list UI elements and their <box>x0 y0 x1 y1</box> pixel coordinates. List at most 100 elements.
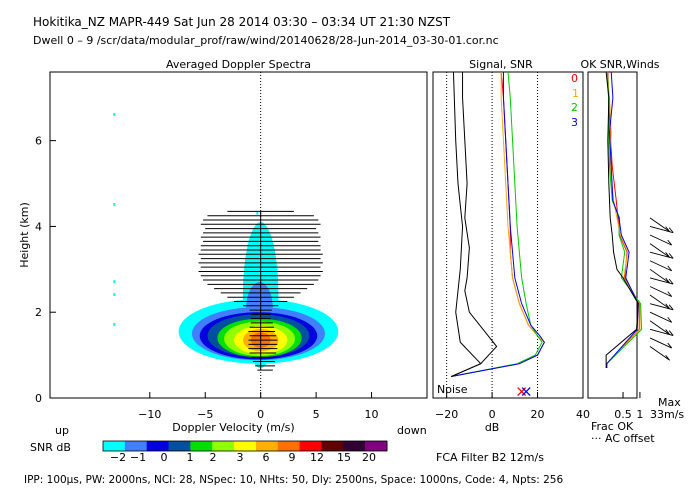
footer-fca: FCA Filter B2 12m/s <box>436 451 544 464</box>
colorbar-tick-label: −2 <box>110 451 126 464</box>
signal-marker-1 <box>521 387 531 397</box>
colorbar-swatch <box>365 441 388 451</box>
ok-title: OK SNR,Winds <box>580 58 659 71</box>
signal-title: Signal, SNR <box>469 58 533 71</box>
noise-label: Noise <box>437 383 468 396</box>
wind-barb <box>649 328 674 337</box>
x-tick-label: −5 <box>197 408 213 421</box>
signal-series-3 <box>451 72 545 378</box>
x-axis-label: Doppler Velocity (m/s) <box>172 421 294 434</box>
snr-speck-4 <box>113 323 116 327</box>
wind-barb <box>649 303 674 311</box>
wind-barb <box>649 277 674 285</box>
wind-barb <box>649 268 671 284</box>
wind-barb <box>649 286 673 298</box>
colorbar-tick-label: 9 <box>289 451 296 464</box>
colorbar-swatch <box>103 441 126 451</box>
ok-series-3 <box>606 71 639 368</box>
signal-x-axis-label: dB <box>485 421 500 434</box>
colorbar-tick-label: 15 <box>337 451 351 464</box>
wind-barb <box>649 251 674 259</box>
snr-speck-0 <box>113 112 116 116</box>
wind-barb <box>649 337 673 349</box>
colorbar-label: SNR dB <box>30 441 71 454</box>
ok-legend-3: 3 <box>571 116 578 129</box>
wind-barb <box>649 311 673 323</box>
signal-x-tick-label: 0 <box>489 408 496 421</box>
y-axis-label: Height (km) <box>18 202 31 268</box>
colorbar-swatch <box>190 441 213 451</box>
colorbar-tick-label: −1 <box>130 451 146 464</box>
y-tick-label: 0 <box>35 392 42 405</box>
snr-speck-3 <box>113 293 116 297</box>
ok-series-snr <box>605 71 639 368</box>
ok-legend-2: 2 <box>571 101 578 114</box>
ok-legend-0: 0 <box>571 72 578 85</box>
ok-legend-1: 1 <box>572 87 579 100</box>
ok-frame <box>587 71 638 399</box>
x-tick-label: 10 <box>365 408 379 421</box>
x-tick-label: −10 <box>138 408 161 421</box>
x-tick-label: 5 <box>313 408 320 421</box>
snr-speck-1 <box>113 202 116 206</box>
colorbar-swatch <box>255 441 279 451</box>
down-label: down <box>397 424 427 437</box>
colorbar-tick-label: 6 <box>263 451 270 464</box>
colorbar-swatch <box>212 441 235 451</box>
wind-barb <box>649 234 673 246</box>
signal-series-1 <box>451 72 545 378</box>
colorbar-swatch <box>124 441 148 451</box>
colorbar-tick-label: 12 <box>310 451 324 464</box>
colorbar-tick-label: 0 <box>161 451 168 464</box>
colorbar-frame <box>102 440 388 452</box>
wind-barb <box>649 243 671 258</box>
colorbar-swatch <box>343 441 366 451</box>
colorbar-swatch <box>168 441 191 451</box>
signal-x-tick-label: 20 <box>531 408 545 421</box>
snr-speck-5 <box>256 211 259 215</box>
wind-barb <box>649 346 671 361</box>
max-label: Max <box>658 396 681 409</box>
signal-series-noise <box>450 72 498 378</box>
colorbar-swatch <box>277 441 301 451</box>
signal-series-2 <box>451 71 543 378</box>
x-tick-label: 0 <box>257 408 264 421</box>
y-tick-label: 4 <box>35 220 42 233</box>
y-tick-label: 6 <box>35 135 42 148</box>
colorbar-swatch <box>321 441 344 451</box>
snr-speck-2 <box>113 280 116 284</box>
footer-params: IPP: 100μs, PW: 2000ns, NCI: 28, NSpec: … <box>24 474 564 486</box>
ok-series-0 <box>606 71 640 368</box>
colorbar-swatch <box>146 441 170 451</box>
ok-x-axis-label: Frac OK <box>591 420 634 433</box>
spectra-frame <box>49 71 428 399</box>
header-line-2: Dwell 0 – 9 /scr/data/modular_prof/raw/w… <box>33 34 499 47</box>
signal-marker-0 <box>517 387 527 397</box>
wind-barb <box>649 320 671 335</box>
colorbar-tick-label: 3 <box>237 451 244 464</box>
ok-x-tick-label: 1 <box>636 408 643 421</box>
wind-barb <box>649 217 671 232</box>
signal-series-0 <box>451 71 545 378</box>
colorbar-tick-label: 2 <box>210 451 217 464</box>
up-label: up <box>55 424 69 437</box>
y-tick-label: 2 <box>35 306 42 319</box>
signal-x-tick-label: 40 <box>576 408 590 421</box>
max-speed-label: 33m/s <box>650 408 684 421</box>
colorbar-tick-label: 1 <box>187 451 194 464</box>
wind-barb <box>649 294 671 310</box>
wind-barb <box>649 225 674 234</box>
colorbar-swatch <box>234 441 257 451</box>
ok-series-1 <box>606 71 641 368</box>
header-line-1: Hokitika_NZ MAPR-449 Sat Jun 28 2014 03:… <box>33 15 451 29</box>
colorbar-tick-label: 20 <box>362 451 376 464</box>
colorbar-swatch <box>299 441 322 451</box>
signal-x-tick-label: −20 <box>435 408 458 421</box>
ok-x-tick-label: 0.5 <box>614 408 632 421</box>
signal-envelope-line <box>450 71 482 378</box>
spectra-title: Averaged Doppler Spectra <box>166 58 311 71</box>
wind-barb <box>649 260 673 272</box>
ac-offset-note: ··· AC offset <box>591 432 655 445</box>
ok-series-2 <box>606 71 643 368</box>
